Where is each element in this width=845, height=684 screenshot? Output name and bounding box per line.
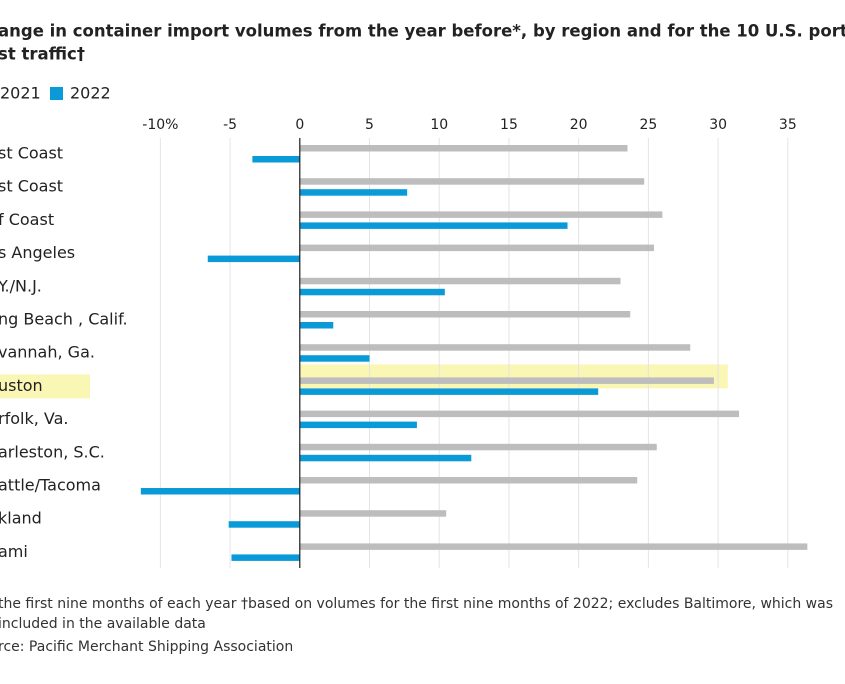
- category-label: attle/Tacoma: [0, 476, 101, 495]
- x-tick-label: 20: [570, 117, 588, 133]
- bar: [299, 355, 370, 362]
- bar: [299, 244, 654, 252]
- bar: [207, 255, 300, 263]
- x-tick-label: 0: [295, 117, 304, 133]
- category-label: st Coast: [0, 177, 63, 196]
- bar: [299, 377, 714, 384]
- footnote: included in the available data: [0, 616, 206, 632]
- bar: [140, 488, 300, 495]
- bar: [228, 521, 300, 528]
- chart-title: ange in container import volumes from th…: [0, 22, 845, 41]
- x-tick-label: 5: [365, 117, 374, 133]
- highlight: [0, 374, 90, 399]
- bar: [252, 156, 300, 163]
- x-tick-label: -10%: [142, 117, 178, 133]
- category-label: arleston, S.C.: [0, 442, 105, 461]
- footnote: rce: Pacific Merchant Shipping Associati…: [0, 639, 293, 655]
- bar: [231, 554, 300, 561]
- bar: [299, 211, 663, 218]
- category-label: vannah, Ga.: [0, 343, 95, 362]
- bar: [299, 178, 645, 185]
- bar: [299, 222, 568, 229]
- legend-label: 2022: [70, 84, 111, 103]
- x-tick-label: 35: [779, 117, 797, 133]
- x-tick-label: 10: [430, 117, 448, 133]
- bar: [299, 288, 445, 296]
- bar: [299, 454, 472, 462]
- bar: [299, 543, 808, 550]
- category-label: ng Beach , Calif.: [0, 310, 128, 329]
- bar: [299, 421, 417, 429]
- bar: [299, 443, 657, 451]
- chart-title: st traffic†: [0, 45, 85, 64]
- x-tick-label: -5: [223, 117, 237, 133]
- bar: [299, 189, 408, 196]
- bar: [299, 311, 631, 318]
- bar: [299, 344, 691, 351]
- bar: [299, 477, 638, 484]
- highlight: [299, 364, 728, 389]
- bar: [299, 322, 334, 329]
- category-label: f Coast: [0, 210, 54, 229]
- bar: [299, 388, 599, 395]
- bar: [299, 145, 628, 152]
- category-label: ami: [0, 542, 28, 561]
- legend-label: 2021: [0, 84, 41, 103]
- bar: [299, 410, 740, 418]
- category-label: kland: [0, 509, 42, 528]
- category-label: st Coast: [0, 144, 63, 163]
- category-label: Y./N.J.: [0, 276, 42, 295]
- x-tick-label: 15: [500, 117, 518, 133]
- x-tick-label: 25: [639, 117, 657, 133]
- bar: [299, 510, 447, 517]
- category-label: rfolk, Va.: [0, 409, 68, 428]
- bar: [299, 277, 621, 285]
- legend-swatch: [50, 87, 63, 100]
- category-label: uston: [0, 376, 43, 395]
- x-tick-label: 30: [709, 117, 727, 133]
- footnote: the first nine months of each year †base…: [0, 596, 833, 612]
- category-label: s Angeles: [0, 243, 75, 262]
